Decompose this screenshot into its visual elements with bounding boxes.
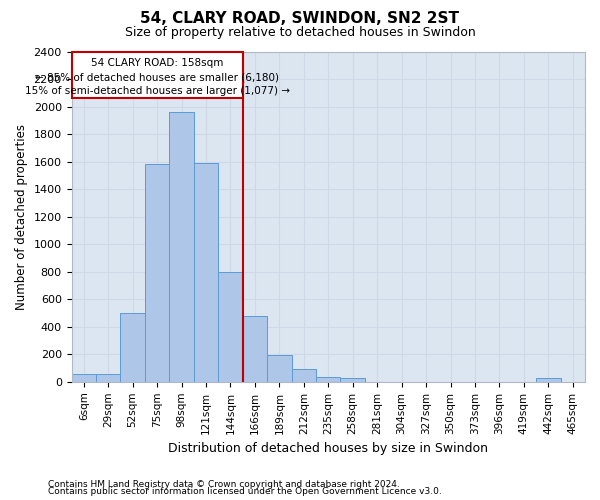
Text: 54 CLARY ROAD: 158sqm: 54 CLARY ROAD: 158sqm	[91, 58, 223, 68]
Y-axis label: Number of detached properties: Number of detached properties	[15, 124, 28, 310]
Bar	[536, 378, 560, 382]
Bar	[292, 370, 316, 382]
Text: 15% of semi-detached houses are larger (1,077) →: 15% of semi-detached houses are larger (…	[25, 86, 290, 97]
Bar	[96, 374, 121, 382]
Bar	[316, 377, 340, 382]
Text: Size of property relative to detached houses in Swindon: Size of property relative to detached ho…	[125, 26, 475, 39]
Bar	[242, 316, 267, 382]
X-axis label: Distribution of detached houses by size in Swindon: Distribution of detached houses by size …	[168, 442, 488, 455]
Bar	[194, 163, 218, 382]
Bar	[71, 52, 242, 98]
Text: ← 85% of detached houses are smaller (6,180): ← 85% of detached houses are smaller (6,…	[35, 72, 279, 82]
Bar	[218, 272, 242, 382]
Bar	[121, 313, 145, 382]
Text: 54, CLARY ROAD, SWINDON, SN2 2ST: 54, CLARY ROAD, SWINDON, SN2 2ST	[140, 11, 460, 26]
Bar	[169, 112, 194, 382]
Text: Contains HM Land Registry data © Crown copyright and database right 2024.: Contains HM Land Registry data © Crown c…	[48, 480, 400, 489]
Bar	[145, 164, 169, 382]
Bar	[71, 374, 96, 382]
Bar	[340, 378, 365, 382]
Text: Contains public sector information licensed under the Open Government Licence v3: Contains public sector information licen…	[48, 487, 442, 496]
Bar	[267, 355, 292, 382]
